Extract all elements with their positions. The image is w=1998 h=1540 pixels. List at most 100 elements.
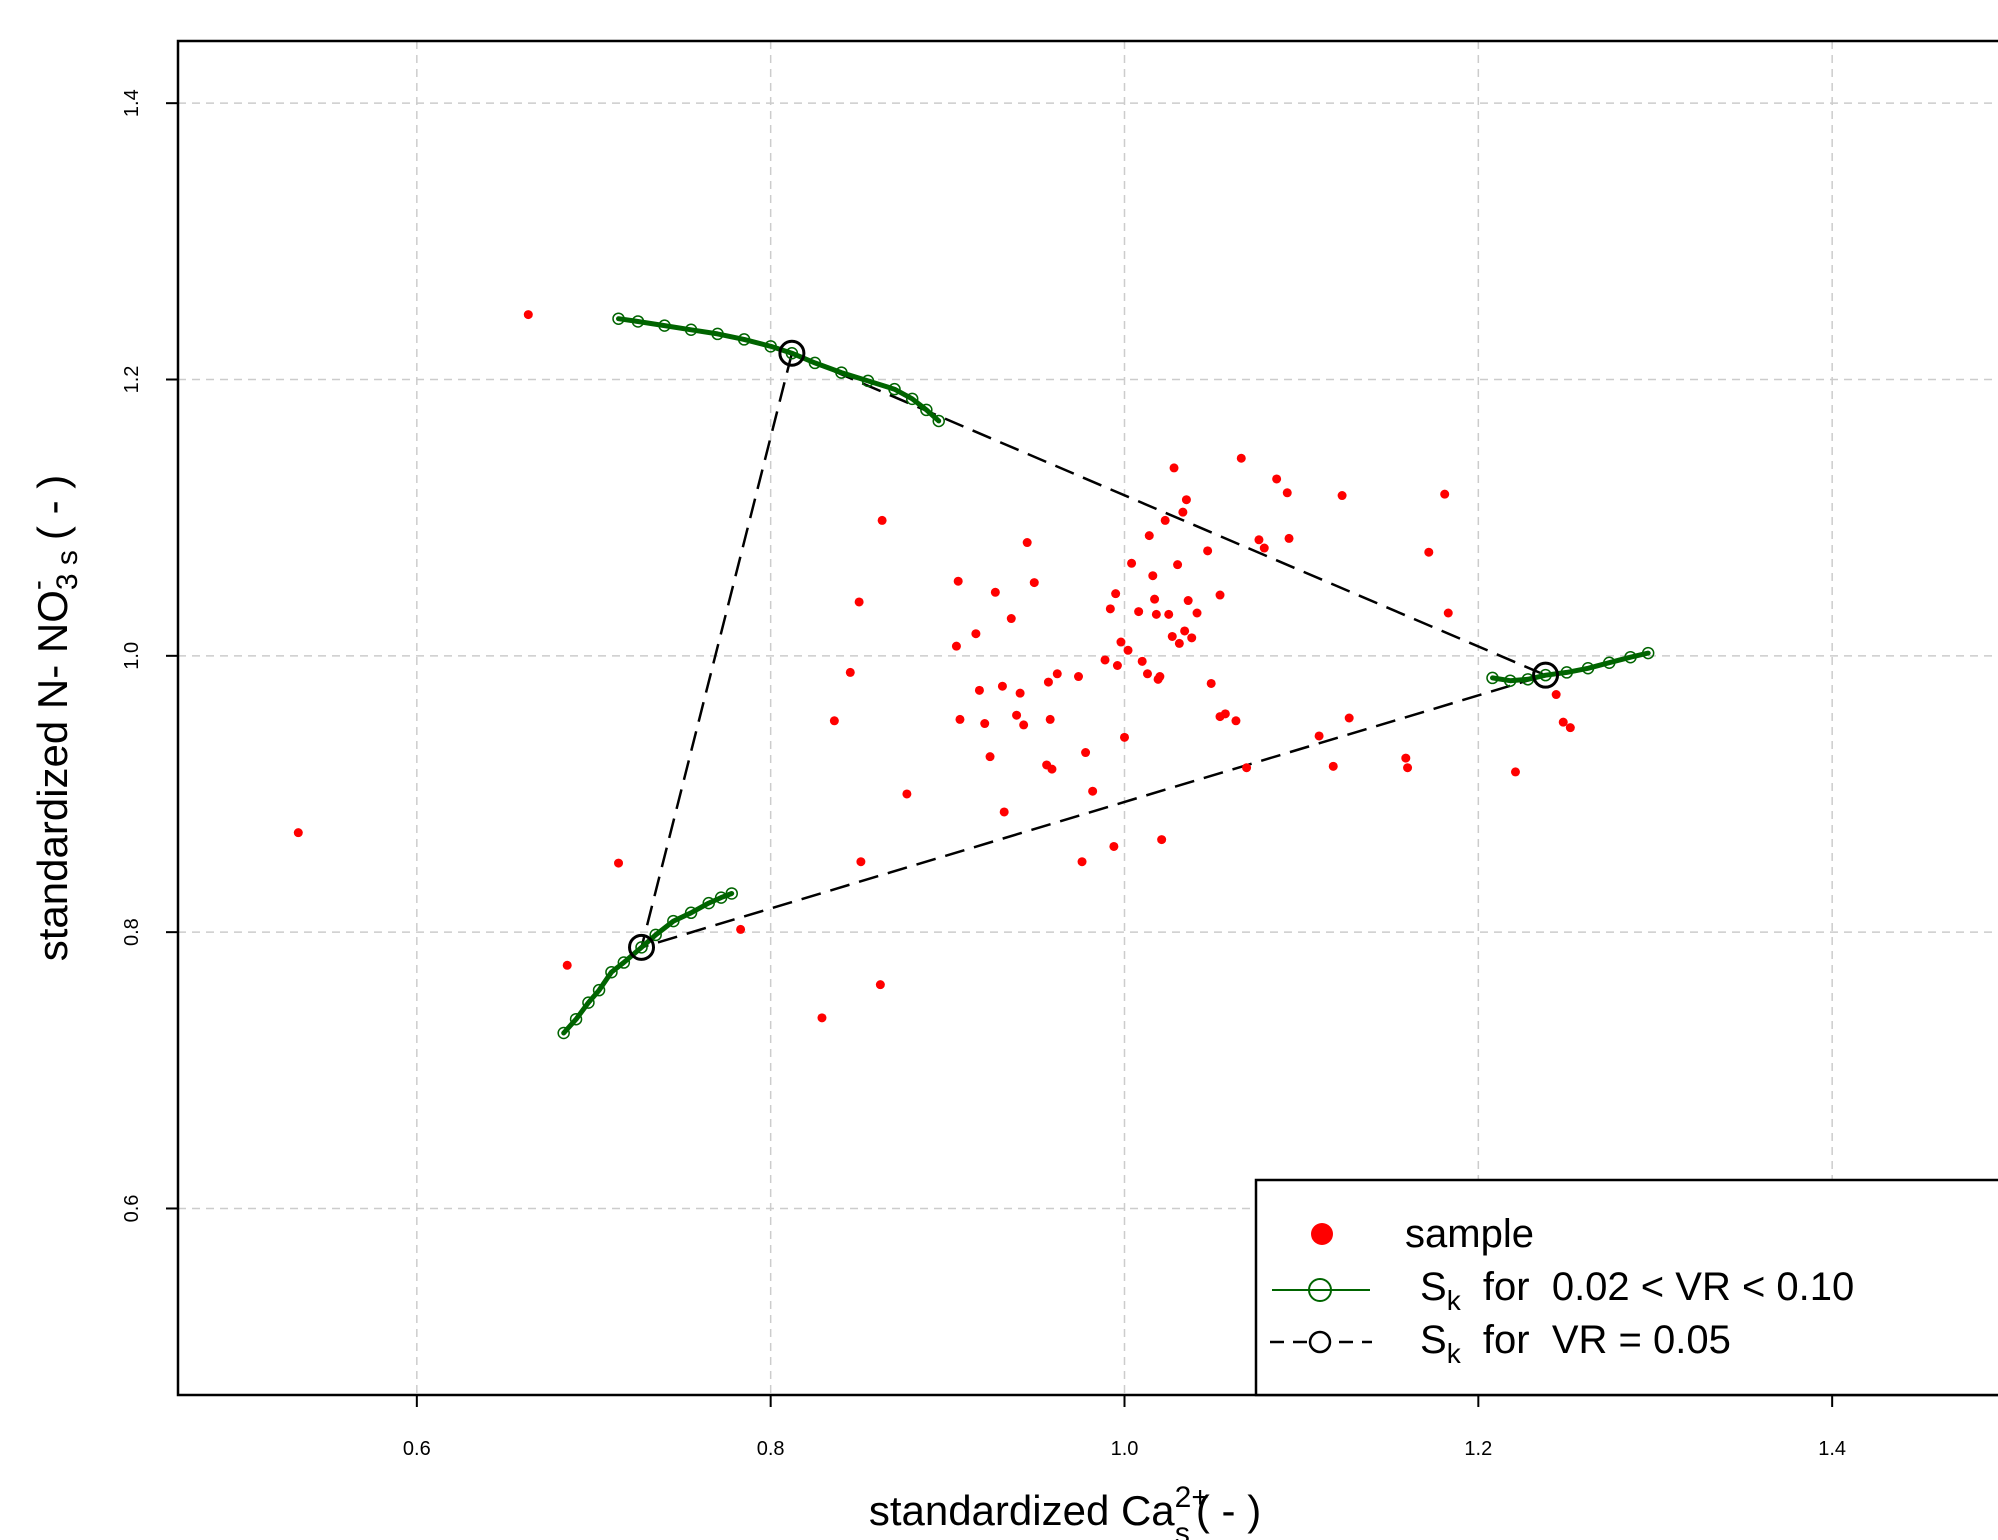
range-point — [635, 941, 648, 954]
sample-point — [736, 924, 746, 934]
range-point — [1539, 668, 1552, 682]
range-line-endmember_1 — [616, 316, 942, 424]
sample-point — [1022, 538, 1032, 548]
sample-point — [1206, 678, 1216, 688]
legend-label-range: Sk for 0.02 < VR < 0.10 — [1420, 1265, 1854, 1316]
sample-point — [1344, 713, 1354, 723]
sample-point — [1173, 560, 1183, 570]
x-axis-title: standardized Ca2+ s ( - ) — [869, 1481, 1261, 1540]
range-point — [1560, 666, 1574, 679]
range-point — [592, 983, 606, 997]
sample-point — [1337, 491, 1347, 501]
y-tick-label: 1.4 — [121, 89, 143, 117]
sample-point — [856, 857, 866, 867]
sample-point — [1150, 594, 1160, 604]
range-point — [684, 323, 698, 337]
range-point — [905, 392, 919, 406]
sample-point — [1284, 533, 1294, 543]
range-point — [920, 403, 933, 417]
sample-point — [1181, 495, 1191, 505]
sample-point — [953, 576, 963, 586]
sample-point — [1259, 543, 1269, 553]
sample-point — [1006, 614, 1016, 624]
sample-point — [1160, 515, 1170, 525]
sample-point — [854, 597, 864, 607]
y-axis-title: standardized N- NO-3 s ( - ) — [21, 475, 84, 961]
vr005-vertices — [628, 339, 1560, 961]
sample-point — [1043, 677, 1053, 687]
y-axis-title-main: standardized N- NO — [29, 590, 76, 961]
legend: sample Sk for 0.02 < VR < 0.10 Sk for VR… — [1254, 1178, 1998, 1397]
y-axis-title-unit: ( - ) — [29, 475, 76, 540]
sample-point — [1142, 669, 1152, 679]
range-point — [569, 1012, 583, 1026]
sample-point — [902, 789, 912, 799]
sample-point — [1328, 761, 1338, 771]
range-point — [617, 956, 631, 969]
vr-range-series — [557, 312, 1655, 1040]
sample-point — [1155, 672, 1165, 682]
sample-point — [1424, 547, 1434, 557]
legend-box — [1254, 1178, 1998, 1397]
legend-label-vr005-main: S — [1420, 1318, 1447, 1362]
range-point — [808, 356, 822, 370]
sample-point — [1112, 660, 1122, 670]
vr005-point — [778, 339, 806, 367]
x-tick-label: 1.0 — [1111, 1438, 1139, 1460]
sample-point — [1151, 609, 1161, 619]
sample-point — [1111, 589, 1121, 599]
sample-point — [1231, 716, 1241, 726]
sample-point — [1015, 688, 1025, 698]
sample-point — [1565, 723, 1575, 733]
sample-point — [562, 960, 572, 970]
legend-label-vr005: Sk for VR = 0.05 — [1420, 1318, 1731, 1369]
x-axis-title-main: standardized Ca — [869, 1487, 1175, 1534]
sample-point — [1180, 626, 1190, 636]
sample-point — [1137, 656, 1147, 666]
sample-point — [974, 685, 984, 695]
range-point — [714, 891, 728, 904]
plot-frame — [176, 39, 1998, 1397]
sample-point — [1073, 672, 1083, 682]
sample-point — [523, 310, 533, 320]
y-tick-label: 1.0 — [121, 642, 143, 670]
range-point — [1624, 650, 1637, 664]
sample-point — [955, 714, 965, 724]
sample-point — [980, 719, 990, 729]
sample-point — [1045, 714, 1055, 724]
sample-point — [1187, 633, 1197, 643]
sample-point — [1440, 489, 1450, 499]
range-point — [725, 887, 738, 900]
sample-point — [1203, 546, 1213, 556]
sample-point — [1123, 645, 1133, 655]
legend-label-sample: sample — [1405, 1212, 1534, 1256]
sample-point — [999, 807, 1009, 817]
range-point — [612, 312, 625, 325]
sample-point — [1558, 717, 1568, 727]
range-point — [764, 340, 777, 353]
sample-point — [1183, 596, 1193, 606]
sample-point — [1164, 609, 1174, 619]
vr005-point — [1532, 661, 1560, 689]
sample-point — [1109, 841, 1119, 851]
range-point — [684, 906, 698, 920]
range-point — [835, 366, 848, 379]
range-point — [737, 333, 751, 346]
sample-point — [1215, 590, 1225, 600]
sample-point — [1282, 488, 1292, 498]
range-point — [888, 382, 901, 396]
y-axis-title-sup: - — [21, 580, 54, 590]
range-point — [582, 996, 595, 1009]
sample-point — [1144, 531, 1154, 541]
range-point — [1486, 671, 1499, 685]
sample-point — [845, 667, 855, 677]
sample-point — [877, 515, 887, 525]
sample-point — [1443, 608, 1453, 618]
sample-point — [1242, 763, 1252, 773]
sample-point — [985, 752, 995, 762]
sample-point — [1551, 690, 1561, 700]
sample-point — [1314, 731, 1324, 741]
range-point — [702, 896, 715, 910]
vr005-triangle-outline — [639, 351, 1550, 950]
sample-point — [1077, 857, 1087, 867]
